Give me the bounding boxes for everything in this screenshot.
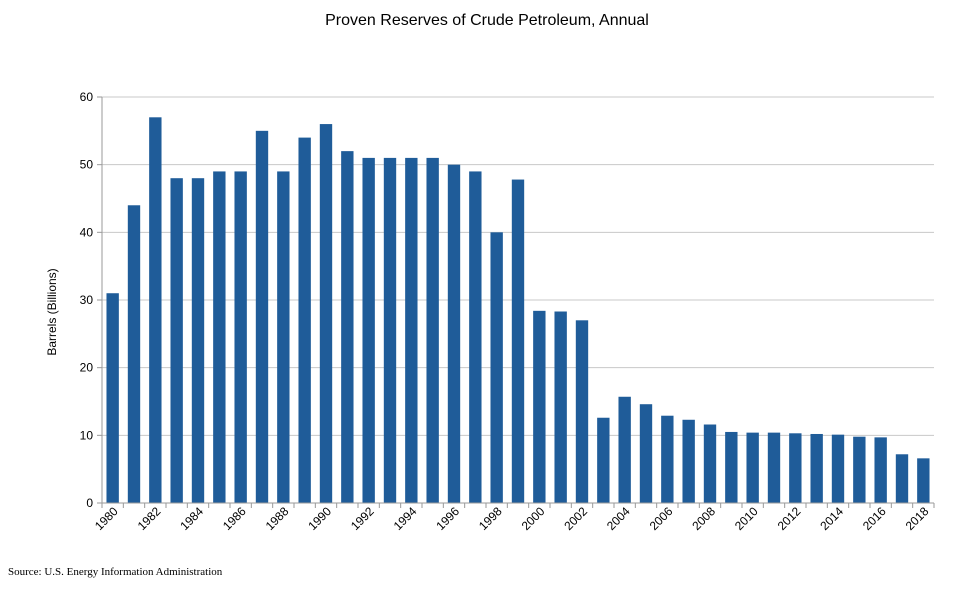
y-tick-label: 40 bbox=[80, 225, 94, 239]
bar bbox=[341, 151, 354, 503]
bar bbox=[767, 432, 781, 503]
bar bbox=[362, 157, 375, 503]
bar bbox=[746, 432, 759, 503]
bar bbox=[639, 404, 653, 503]
x-tick-label: 2018 bbox=[903, 504, 932, 533]
x-tick-label: 1992 bbox=[348, 504, 377, 533]
bar bbox=[618, 396, 631, 503]
bar bbox=[789, 433, 802, 503]
bar bbox=[426, 157, 439, 503]
x-tick-label: 2000 bbox=[519, 504, 548, 533]
bar bbox=[298, 137, 311, 503]
bar bbox=[383, 157, 397, 503]
bar bbox=[447, 164, 461, 504]
x-tick-label: 2012 bbox=[775, 504, 804, 533]
x-tick-label: 1988 bbox=[263, 504, 292, 533]
source-note: Source: U.S. Energy Information Administ… bbox=[8, 566, 223, 578]
x-tick-label: 1994 bbox=[391, 504, 420, 533]
bar bbox=[917, 458, 930, 503]
x-tick-label: 1980 bbox=[92, 504, 121, 533]
x-tick-label: 1998 bbox=[476, 504, 505, 533]
bar bbox=[831, 434, 845, 503]
bar bbox=[725, 431, 738, 503]
x-tick-label: 2010 bbox=[732, 504, 761, 533]
bar bbox=[703, 424, 717, 503]
bar bbox=[213, 171, 226, 503]
x-tick-label: 1984 bbox=[177, 504, 206, 533]
bar bbox=[405, 157, 418, 503]
bar bbox=[149, 117, 162, 504]
y-tick-label: 0 bbox=[86, 496, 93, 510]
x-tick-label: 1986 bbox=[220, 504, 249, 533]
y-tick-label: 50 bbox=[80, 158, 94, 172]
y-tick-label: 30 bbox=[80, 293, 94, 307]
bar bbox=[810, 433, 823, 503]
bars bbox=[106, 117, 930, 504]
x-tick-label: 2002 bbox=[561, 504, 590, 533]
x-tick-label: 2014 bbox=[817, 504, 846, 533]
x-tick-labels: 1980 1982 1984 1986 1988 1990 1992 1994 1996 1998… bbox=[92, 504, 932, 533]
bar bbox=[575, 320, 589, 503]
bar bbox=[895, 454, 909, 503]
bar bbox=[682, 419, 695, 503]
bar bbox=[170, 178, 183, 503]
bar bbox=[533, 310, 546, 503]
bar bbox=[469, 171, 482, 503]
x-tick-label: 2004 bbox=[604, 504, 633, 533]
bar bbox=[490, 232, 503, 503]
x-tick-label: 1990 bbox=[305, 504, 334, 533]
x-tick-label: 2016 bbox=[860, 504, 889, 533]
bar bbox=[597, 417, 610, 503]
bar bbox=[874, 437, 887, 503]
bar bbox=[234, 171, 247, 503]
bar bbox=[106, 293, 119, 503]
x-tick-label: 1996 bbox=[433, 504, 462, 533]
bar bbox=[853, 436, 866, 503]
chart-title: Proven Reserves of Crude Petroleum, Annu… bbox=[325, 12, 649, 29]
bar bbox=[127, 205, 141, 503]
y-axis-title: Barrels (Billions) bbox=[45, 268, 59, 355]
bar bbox=[319, 124, 333, 503]
x-tick-label: 2006 bbox=[647, 504, 676, 533]
bar bbox=[661, 415, 674, 503]
y-tick-label: 20 bbox=[80, 361, 94, 375]
bar bbox=[277, 171, 290, 503]
y-tick-labels: 0 10 20 30 40 50 60 bbox=[80, 90, 102, 510]
bar bbox=[511, 179, 525, 504]
x-tick-label: 1982 bbox=[135, 504, 164, 533]
bar bbox=[554, 311, 567, 503]
y-tick-label: 60 bbox=[80, 90, 94, 104]
x-tick-label: 2008 bbox=[689, 504, 718, 533]
y-tick-label: 10 bbox=[80, 428, 94, 442]
bar bbox=[191, 178, 205, 503]
bar bbox=[255, 130, 269, 503]
